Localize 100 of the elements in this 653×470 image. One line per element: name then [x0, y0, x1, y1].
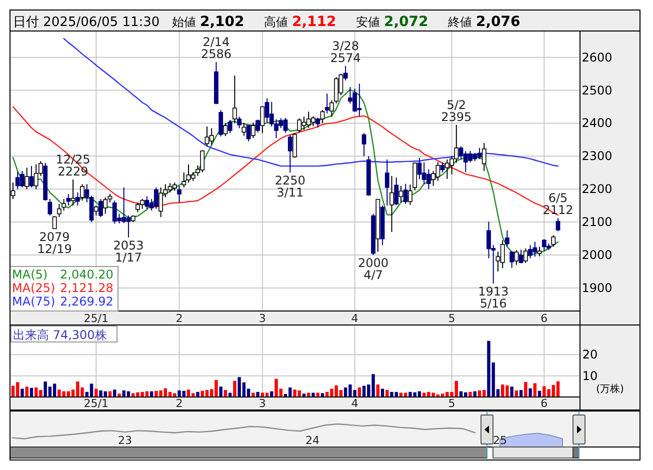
- candlestick: [66, 194, 71, 206]
- x-tick-label: 25: [493, 434, 507, 447]
- annotation: 3/28 2574: [330, 38, 361, 65]
- x-tick-label: 5: [448, 397, 456, 410]
- candlestick: [324, 93, 330, 114]
- bar: [94, 388, 98, 397]
- candlestick: [48, 198, 52, 216]
- annotation: 2/14 2586: [200, 34, 232, 61]
- y-tick-label: 2500: [582, 83, 612, 98]
- y-tick-label: 10: [582, 368, 598, 383]
- candlestick: [250, 122, 256, 139]
- text: 安値 2,072: [356, 14, 428, 30]
- candlestick: [246, 124, 251, 142]
- x-tick-label: 3: [258, 312, 266, 325]
- text: 終値 2,076: [447, 14, 520, 30]
- candlestick: [209, 128, 214, 146]
- bar: [90, 384, 94, 397]
- candlestick: [24, 167, 30, 190]
- candlestick: [440, 162, 445, 173]
- bar: [468, 392, 472, 397]
- candlestick: [551, 234, 556, 248]
- chart-title: 出来高 74,300株: [13, 328, 107, 342]
- candlestick: [288, 134, 292, 174]
- x-tick-label: 25/1: [84, 312, 108, 325]
- candlestick: [518, 249, 524, 264]
- candlestick: [320, 110, 325, 124]
- annotation: 2000 4/7: [358, 256, 389, 282]
- candlestick: [75, 192, 80, 206]
- y-tick-label: 2400: [582, 116, 612, 130]
- candlestick: [232, 74, 237, 124]
- text: MA(5) 2,040.20: [12, 268, 114, 282]
- y-tick-label: 2200: [582, 182, 612, 196]
- bar: [20, 388, 24, 397]
- text: 高値 2,112: [264, 14, 336, 30]
- candlestick: [29, 166, 34, 188]
- candlestick: [394, 177, 399, 206]
- annotation: 2053 1/17: [113, 238, 144, 265]
- candlestick: [343, 65, 348, 81]
- candlestick: [504, 230, 510, 248]
- candlestick: [384, 158, 390, 206]
- bar: [524, 382, 528, 397]
- x-tick-label: 6: [540, 397, 548, 410]
- candlestick: [500, 240, 505, 269]
- candlestick: [292, 132, 297, 158]
- bar: [256, 392, 260, 397]
- candlestick: [228, 119, 232, 134]
- candlestick: [537, 246, 542, 257]
- x-tick-label: 25/1: [84, 397, 108, 410]
- y-tick-label: 2100: [582, 215, 612, 230]
- candlestick: [390, 175, 394, 232]
- candlestick: [398, 185, 404, 203]
- bar: [376, 384, 380, 397]
- x-tick-label: 6: [540, 312, 548, 325]
- text: 始値 2,102: [172, 14, 244, 30]
- candlestick: [403, 183, 408, 204]
- candlestick: [482, 142, 486, 172]
- y-axis-title: (万株): [596, 383, 624, 395]
- annotation: 2079 12/19: [37, 230, 72, 256]
- x-tick-label: 23: [118, 434, 132, 447]
- y-tick-label: 2600: [582, 50, 612, 64]
- candlestick: [256, 119, 260, 133]
- bar: [533, 383, 537, 397]
- candlestick: [177, 185, 182, 203]
- candlestick: [316, 117, 320, 128]
- y-tick-label: 2000: [582, 248, 612, 262]
- y-tick-label: 1900: [582, 280, 612, 295]
- candlestick: [98, 198, 103, 218]
- text: MA(25) 2,121.28: [12, 281, 114, 295]
- candlestick: [94, 205, 98, 216]
- y-tick-label: 2300: [582, 149, 612, 164]
- candlestick: [182, 172, 186, 188]
- bar: [510, 386, 514, 397]
- candlestick: [154, 186, 158, 210]
- text: MA(75) 2,269.92: [12, 294, 114, 308]
- annotation: 1913 5/16: [478, 284, 509, 311]
- x-tick-label: 5: [448, 312, 456, 325]
- x-tick-label: 24: [306, 434, 320, 447]
- annotation: 2250 3/11: [274, 174, 306, 200]
- candlestick: [334, 76, 339, 104]
- bar: [219, 386, 222, 397]
- candlestick: [408, 184, 412, 206]
- bar: [380, 388, 384, 397]
- candlestick: [260, 106, 265, 134]
- candlestick: [362, 132, 366, 157]
- candlestick: [237, 116, 242, 129]
- candlestick: [329, 100, 334, 118]
- candlestick: [223, 122, 228, 137]
- bar: [25, 386, 28, 397]
- annotation: 5/2 2395: [441, 98, 472, 124]
- candlestick: [70, 179, 76, 206]
- bar: [196, 392, 200, 397]
- x-tick-label: 4: [351, 397, 358, 410]
- candlestick: [523, 248, 528, 264]
- bar: [233, 380, 236, 397]
- bar: [52, 384, 56, 397]
- x-tick-label: 2: [176, 397, 183, 410]
- candlestick: [62, 198, 66, 212]
- x-tick-label: 3: [258, 397, 266, 410]
- candlestick: [510, 250, 514, 268]
- x-tick-label: 2: [176, 312, 183, 325]
